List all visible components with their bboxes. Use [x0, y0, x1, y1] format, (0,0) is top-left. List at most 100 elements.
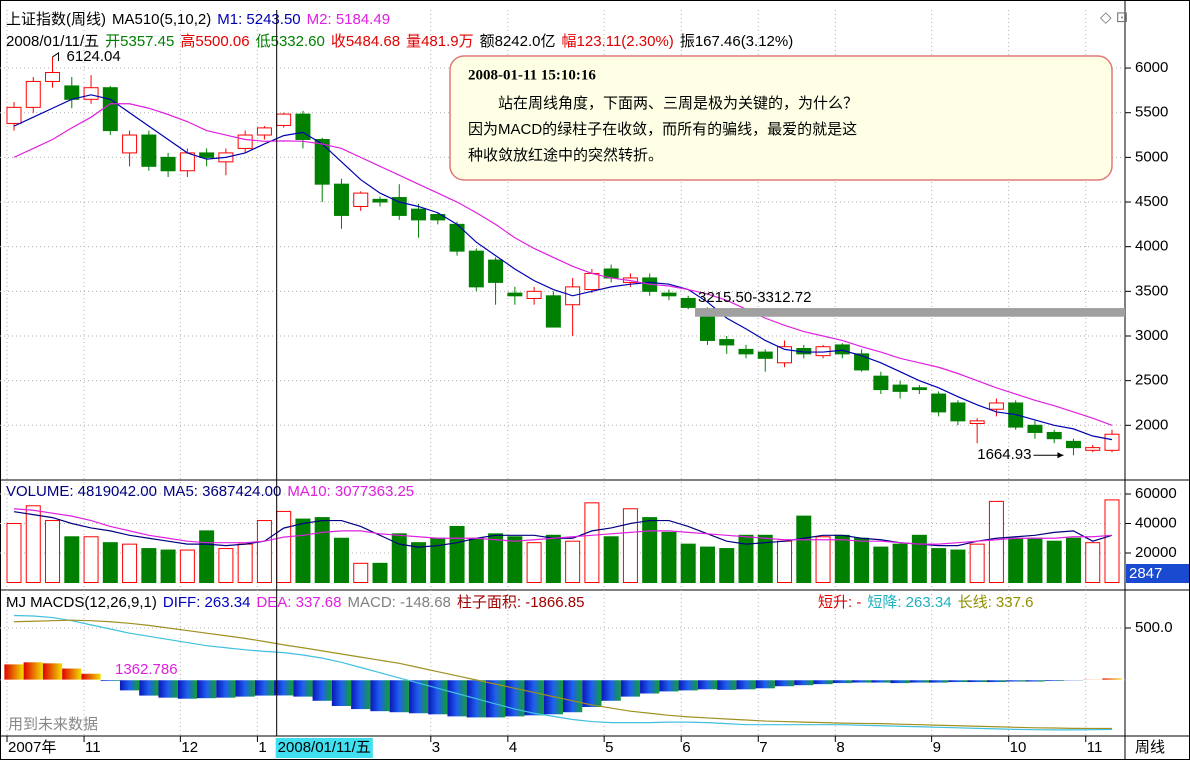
ma-line [13, 619, 1112, 730]
candle-body [777, 346, 793, 364]
volume-bar [468, 537, 484, 583]
volume-bar [391, 533, 407, 583]
volume-bar [873, 546, 889, 583]
volume-bar [1104, 499, 1120, 583]
volume-bar [834, 534, 850, 583]
macd-bar [158, 679, 178, 698]
candle-body [969, 420, 985, 425]
x-tick-label: 1 [258, 739, 266, 756]
y-tick-label: 4500 [1135, 193, 1168, 210]
y-tick-label: 20000 [1135, 544, 1177, 561]
volume-bar [738, 534, 754, 583]
info-text: 振167.46(3.12%) [680, 33, 793, 50]
volume-bar [969, 543, 985, 583]
candle-body [237, 134, 253, 149]
peak-label: 1362.786 [115, 661, 178, 678]
macd-bar [524, 679, 544, 716]
volume-bar [179, 549, 195, 583]
candle-body [757, 351, 773, 359]
macd-bar [274, 679, 294, 696]
volume-bar [314, 517, 330, 583]
low-arrow-head [1057, 452, 1064, 459]
macd-bar [408, 679, 429, 714]
low-label: 1664.93 [977, 446, 1031, 463]
candle-body [83, 87, 99, 100]
y-tick-label: 60000 [1135, 485, 1177, 502]
volume-bar [1046, 540, 1062, 583]
volume-bar [950, 549, 966, 583]
volume-bar [45, 520, 61, 583]
macd-bar [447, 679, 467, 717]
candle-body [141, 134, 157, 167]
macd-bar [755, 679, 775, 689]
macd-bar [62, 668, 82, 680]
macd-bar [1102, 678, 1122, 680]
macd-bar [1006, 679, 1026, 682]
y-tick-label: 3500 [1135, 282, 1168, 299]
macd-bar [331, 679, 352, 706]
note-line: 种收敛放红途中的突然转折。 [468, 147, 663, 164]
candle-body [391, 197, 407, 216]
macd-bar [23, 662, 43, 680]
candle-body [661, 292, 677, 297]
volume-bar [892, 543, 908, 583]
macd-bar [1025, 679, 1045, 682]
signal-text: 短降: 263.34 [867, 594, 951, 611]
y-tick-label: 5500 [1135, 104, 1168, 121]
ma-line [13, 508, 1113, 545]
ma-line [13, 511, 1113, 548]
candle-body [353, 192, 369, 207]
note-date: 2008-01-11 15:10:16 [468, 67, 596, 83]
legend-entry: MA10: 3077363.25 [287, 483, 414, 500]
candle-body [507, 292, 523, 297]
volume-bar [796, 515, 812, 583]
volume-bar [333, 537, 349, 583]
macd-bar [620, 679, 641, 697]
volume-bar [931, 548, 947, 583]
volume-bar [699, 546, 715, 583]
volume-bar [854, 537, 870, 583]
window-icons[interactable]: ◇ ⊡ [1100, 9, 1128, 26]
macd-bar [813, 679, 833, 685]
y-tick-label: 4000 [1135, 238, 1168, 255]
x-tick-label: 12 [181, 739, 198, 756]
legend-entry: DIFF: 263.34 [163, 594, 251, 611]
macd-bar [119, 679, 140, 691]
candle-body [276, 113, 292, 126]
macd-bar [389, 679, 409, 713]
candle-body [545, 295, 561, 328]
volume-bar [256, 520, 272, 583]
note-line: 因为MACD的绿柱子在收敛，而所有的骗线，最爱的就是这 [468, 121, 857, 138]
volume-bar [353, 562, 369, 583]
macd-bar [717, 679, 737, 690]
cursor-date: 2008/01/11/五 [278, 739, 371, 756]
volume-bar [64, 536, 80, 583]
macd-bar [254, 679, 275, 696]
macd-bar [871, 679, 891, 683]
candle-body [1104, 433, 1120, 451]
macd-bar [582, 679, 602, 708]
volume-bar [661, 531, 677, 583]
volume-bar [757, 534, 773, 583]
candle-body [45, 72, 61, 82]
ma-line [13, 103, 1113, 426]
volume-bar [777, 540, 793, 583]
macd-bar [929, 679, 949, 683]
macd-bar [312, 679, 332, 701]
volume-bar [1085, 542, 1101, 583]
macd-bar [428, 679, 448, 715]
macd-bar [948, 679, 968, 683]
volume-bar [160, 549, 176, 583]
price-band [695, 308, 1125, 317]
volume-bar [565, 540, 581, 583]
info-text: 开5357.45 [105, 33, 174, 50]
volume-bar [622, 508, 638, 583]
cursor-date-bg [275, 738, 373, 758]
volume-bar [102, 542, 118, 583]
volume-bar [603, 536, 619, 583]
volume-bar [680, 543, 696, 583]
x-tick-label: 8 [836, 739, 844, 756]
candle-body [950, 402, 966, 422]
macd-bar [197, 679, 217, 699]
volume-bar [719, 548, 735, 583]
